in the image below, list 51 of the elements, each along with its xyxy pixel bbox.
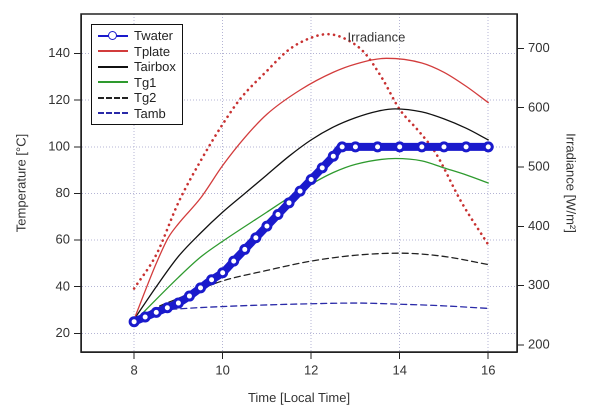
legend-label: Twater	[134, 28, 174, 44]
x-axis-title: Time [Local Time]	[248, 390, 350, 405]
y2-tick-label: 300	[528, 277, 550, 292]
y-tick-label: 60	[56, 232, 70, 247]
y-tick-label: 140	[48, 45, 70, 60]
point	[206, 274, 218, 286]
series-label: Irradiance	[348, 30, 406, 45]
y2-tick-label: 200	[528, 336, 550, 352]
legend-label: Tplate	[134, 44, 170, 59]
point	[261, 220, 272, 232]
point	[128, 316, 140, 328]
legend-label: Tairbox	[134, 59, 176, 74]
legend-label: Tg1	[134, 74, 156, 90]
point	[328, 150, 339, 162]
point	[228, 256, 240, 267]
x-tick-label: 12	[304, 362, 318, 378]
x-tick-label: 14	[392, 362, 407, 378]
point	[150, 306, 162, 318]
y-tick-label: 120	[48, 92, 70, 107]
y-tick-label: 100	[48, 138, 70, 154]
point	[272, 208, 284, 220]
point	[336, 141, 348, 152]
x-tick-label: 8	[130, 362, 138, 378]
y-tick-label: 20	[56, 324, 70, 340]
point	[482, 141, 494, 152]
point	[284, 197, 295, 208]
point	[250, 232, 262, 244]
point	[172, 298, 184, 309]
y2-tick-label: 500	[528, 158, 550, 174]
point	[416, 141, 428, 152]
point	[195, 282, 206, 294]
y-tick-label: 80	[56, 185, 70, 200]
legend-label: Tg2	[134, 90, 156, 106]
point	[294, 186, 306, 197]
y-axis-title: Temperature [°C]	[13, 134, 28, 232]
y2-tick-label: 400	[528, 218, 550, 233]
y-tick-label: 40	[56, 278, 70, 294]
y2-tick-label: 700	[528, 40, 550, 55]
point	[306, 174, 317, 186]
legend-label: Tamb	[134, 106, 166, 121]
y2-tick-label: 600	[528, 99, 550, 114]
x-tick-label: 16	[480, 362, 496, 378]
point	[217, 267, 228, 278]
x-tick-label: 10	[215, 362, 230, 378]
point	[239, 244, 250, 255]
point	[316, 162, 328, 174]
point	[184, 290, 195, 302]
point	[394, 141, 406, 152]
y2-axis-title: Irradiance [W/m²]	[564, 133, 579, 233]
point	[140, 312, 151, 323]
point	[162, 302, 173, 314]
